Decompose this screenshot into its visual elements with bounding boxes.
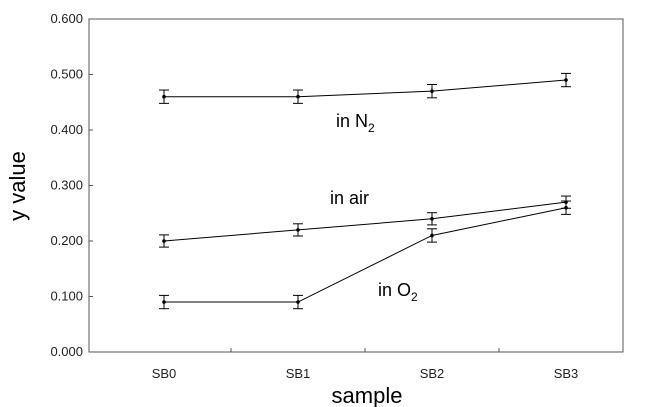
series-label-n2-subscript: 2 [368, 121, 375, 135]
y-tick-label: 0.200 [50, 233, 83, 248]
y-tick-label: 0.300 [50, 178, 83, 193]
y-tick-label: 0.000 [50, 344, 83, 359]
data-point [162, 300, 166, 304]
series-layer [159, 72, 571, 310]
series-label-n2: in N2 [336, 111, 375, 135]
x-tick-label: SB1 [286, 366, 311, 381]
x-tick-label: SB3 [554, 366, 579, 381]
series-label-air-name: in air [330, 188, 369, 208]
data-point [430, 217, 434, 221]
data-point [162, 94, 166, 99]
data-point [564, 205, 568, 210]
y-tick-label: 0.500 [50, 67, 83, 82]
series-label-n2-name: in N [336, 111, 368, 131]
y-axis-title: y value [5, 151, 30, 221]
series-label-o2: in O2 [378, 280, 418, 304]
series-line [163, 201, 567, 242]
series-line [164, 79, 567, 98]
series-line [164, 207, 567, 303]
series-2 [159, 200, 571, 310]
series-label-air: in air [330, 188, 369, 208]
series-label-o2-name: in O [378, 280, 411, 300]
data-point [430, 89, 434, 93]
x-tick-label: SB2 [420, 366, 445, 381]
data-point [564, 78, 568, 82]
series-label-o2-subscript: 2 [411, 290, 418, 304]
x-axis-title: sample [332, 383, 403, 407]
y-axis: 0.000 0.100 0.200 0.300 0.400 0.500 0.600 [50, 11, 93, 359]
y-tick-label: 0.600 [50, 11, 83, 26]
data-point [296, 228, 300, 232]
series-0 [159, 72, 571, 104]
data-point [162, 239, 166, 243]
y-tick-label: 0.400 [50, 122, 83, 137]
data-point [430, 233, 434, 238]
x-axis: SB0 SB1 SB2 SB3 [152, 348, 579, 381]
x-tick-label: SB0 [152, 366, 177, 381]
data-point [296, 94, 300, 99]
y-tick-label: 0.100 [50, 289, 83, 304]
data-point [296, 300, 300, 304]
